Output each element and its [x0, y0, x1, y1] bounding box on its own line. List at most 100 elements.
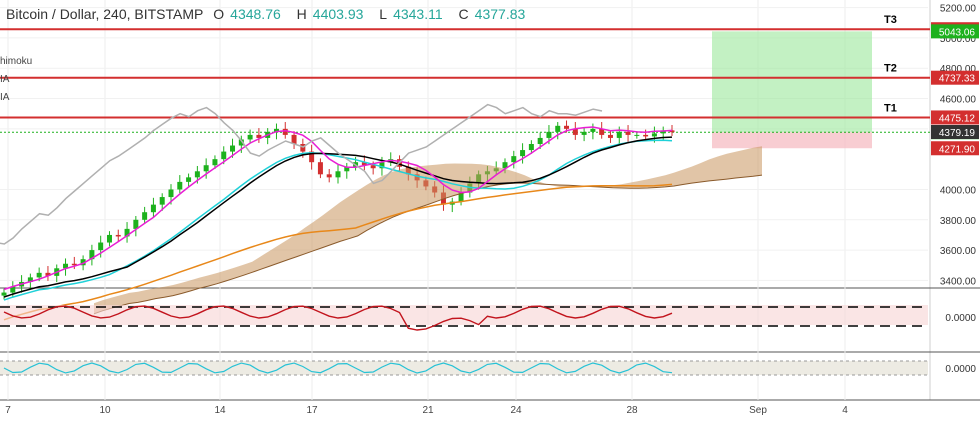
open-number: 4348.76: [230, 6, 281, 22]
candle-body: [607, 134, 613, 138]
target-price-tag: [931, 110, 979, 125]
y-tick-label: 4800.00: [940, 64, 977, 75]
candle-body: [27, 277, 33, 282]
candle-body: [361, 162, 367, 166]
candle-body: [273, 128, 279, 132]
y-tick-label: 5200.00: [940, 4, 977, 15]
candle-body: [133, 219, 139, 229]
x-tick-label: 21: [422, 405, 434, 416]
chart-header: Bitcoin / Dollar, 240, BITSTAMP O 4348.76…: [6, 6, 537, 22]
high-value: H 4403.93: [297, 6, 370, 22]
candle-body: [115, 234, 121, 237]
candle-body: [625, 131, 631, 135]
candle-body: [45, 272, 51, 276]
candle-body: [546, 131, 552, 138]
low-prefix: L: [379, 6, 388, 22]
candle-body: [370, 165, 376, 169]
osc1-line: [3, 305, 673, 331]
target-price-tag: [931, 70, 979, 85]
x-tick-label: 28: [626, 405, 638, 416]
price-tag-text: 4271.90: [939, 144, 976, 155]
candle-body: [177, 181, 183, 190]
y-tick-label: 3400.00: [940, 276, 977, 287]
candle-body: [194, 171, 200, 178]
candle-body: [581, 131, 587, 135]
close-number: 4377.83: [474, 6, 526, 22]
candle-body: [660, 130, 666, 134]
osc1-band: [0, 305, 928, 325]
candle-body: [379, 162, 385, 169]
candle-body: [616, 131, 622, 138]
candle-body: [520, 150, 526, 157]
target-price-text: 4737.33: [939, 74, 976, 85]
x-tick-label: 7: [5, 405, 11, 416]
candle-body: [502, 162, 508, 169]
target-label: T1: [884, 102, 897, 114]
ichimoku-cloud: [94, 146, 762, 314]
candle-body: [230, 145, 236, 152]
candle-body: [98, 242, 104, 251]
target-label: T2: [884, 63, 897, 75]
candle-body: [247, 134, 253, 140]
y-tick-label: 4600.00: [940, 95, 977, 106]
candle-body: [669, 130, 675, 133]
y-tick-label: 4000.00: [940, 185, 977, 196]
ma-cyan-line: [3, 139, 673, 301]
x-tick-label: 14: [214, 405, 226, 416]
y-tick-label: 5000.00: [940, 34, 977, 45]
candle-body: [537, 137, 543, 144]
ma-orange-line: [3, 183, 673, 321]
candle-body: [168, 189, 174, 198]
candle-body: [36, 272, 42, 278]
candle-body: [150, 204, 156, 213]
candle-body: [590, 128, 596, 132]
candle-body: [599, 128, 605, 135]
candle-body: [159, 197, 165, 205]
high-prefix: H: [296, 6, 307, 22]
tenkan-line: [3, 126, 673, 291]
candle-body: [124, 228, 130, 237]
candle-body: [238, 139, 244, 146]
close-prefix: C: [458, 6, 469, 22]
long-target-zone: [712, 31, 872, 133]
osc2-band: [0, 361, 928, 375]
close-value: C 4377.83: [459, 6, 532, 22]
indicator-label-ma-2[interactable]: IA: [0, 92, 10, 103]
candle-body: [282, 128, 288, 135]
candle-body: [106, 234, 112, 243]
open-value: O 4348.76: [213, 6, 287, 22]
candle-body: [317, 162, 323, 175]
candle-body: [63, 263, 69, 269]
x-tick-label: 17: [306, 405, 318, 416]
candle-body: [555, 125, 561, 132]
symbol-label: Bitcoin / Dollar, 240, BITSTAMP: [6, 6, 204, 22]
x-tick-label: Sep: [749, 405, 767, 416]
candle-body: [651, 133, 657, 137]
x-tick-label: 10: [99, 405, 111, 416]
candle-body: [335, 171, 341, 178]
candle-body: [309, 151, 315, 163]
open-prefix: O: [213, 6, 225, 22]
osc1-axis-label: 0.0000: [945, 313, 976, 324]
candle-body: [186, 177, 192, 182]
indicator-label-ichimoku[interactable]: himoku: [0, 56, 33, 67]
candle-body: [89, 250, 95, 260]
low-value: L 4343.11: [379, 6, 448, 22]
candle-body: [142, 212, 148, 220]
candle-body: [511, 156, 517, 163]
price-tag: [931, 24, 979, 39]
candle-body: [212, 159, 218, 166]
candle-body: [221, 151, 227, 160]
indicator-label-ma-1[interactable]: IA: [0, 74, 10, 85]
candle-body: [564, 125, 570, 129]
long-stop-zone: [712, 132, 872, 149]
y-tick-label: 3600.00: [940, 246, 977, 257]
candle-body: [344, 166, 350, 172]
candle-body: [10, 286, 16, 293]
price-tag: [931, 124, 979, 139]
price-tag-text: 5043.06: [939, 27, 976, 38]
x-tick-label: 24: [510, 405, 522, 416]
candle-body: [300, 144, 306, 152]
